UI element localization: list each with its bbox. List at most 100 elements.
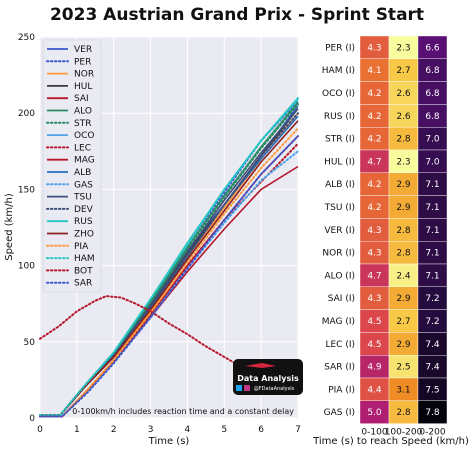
heatmap-cell-value: 2.7 [396,66,410,76]
heatmap-cell-value: 7.0 [425,135,440,145]
legend-frame [42,39,102,293]
badge-title: Data Analysis [237,374,299,383]
heatmap-cell-value: 7.5 [425,385,439,395]
heatmap-cell-value: 4.3 [367,43,381,53]
heatmap-cell-value: 4.3 [367,249,381,259]
heatmap-cell-value: 7.1 [425,203,439,213]
heatmap-row-label: ALO (I) [325,271,355,281]
heatmap-row-label: RUS (I) [324,112,355,122]
heatmap-cell-value: 7.1 [425,249,439,259]
legend-label: NOR [74,70,94,80]
legend-label: MAG [74,156,95,166]
legend-label: GAS [74,180,93,190]
heatmap-cell-value: 2.8 [396,135,411,145]
heatmap-row-label: LEC (I) [325,340,355,350]
heatmap-row-label: HAM (I) [322,66,355,76]
legend-label: ZHO [74,230,94,240]
heatmap-cell-value: 2.4 [396,271,411,281]
heatmap-cell-value: 4.9 [367,363,382,373]
twitter-icon [236,385,242,391]
heatmap-row-label: VER (I) [324,226,355,236]
heatmap-cell-value: 5.0 [367,408,382,418]
heatmap-row-label: ALB (I) [325,180,355,190]
heatmap-cell-value: 6.8 [425,112,440,122]
line-plot-legend: VER PER NOR HUL SAI ALO STR OCO LEC MAG ALB GAS TSU D… [42,39,102,293]
series-line-sar [39,135,299,418]
x-tick-label: 1 [74,425,80,435]
legend-label: PIA [74,242,89,252]
legend-label: ALO [74,107,92,117]
legend-label: HUL [74,82,92,92]
legend-label: PER [74,57,91,67]
heatmap-cell-value: 6.8 [425,66,440,76]
badge-handle: @FDataAnalysis [254,386,295,392]
y-tick-label: 50 [24,338,36,348]
heatmap-cell-value: 2.8 [396,226,411,236]
legend-label: SAI [74,94,89,104]
heatmap-column-label: 100-200 [385,428,423,438]
heatmap-cell-value: 2.9 [396,203,411,213]
x-tick-label: 3 [148,425,154,435]
heatmap-cell-value: 6.6 [425,43,440,53]
heatmap-cell-value: 7.1 [425,180,439,190]
line-y-axis-label: Speed (km/h) [4,193,15,261]
data-analysis-badge: Data Analysis @FDataAnalysis [233,359,303,395]
legend-label: HAM [74,254,95,264]
heatmap-cell-value: 4.2 [367,112,381,122]
heatmap-cell-value: 3.1 [396,385,410,395]
legend-label: RUS [74,217,93,227]
heatmap-row-label: SAR (I) [324,363,355,373]
line-x-axis-label: Time (s) [148,436,190,447]
y-tick-label: 150 [18,185,35,195]
heatmap-cell-value: 7.4 [425,363,440,373]
heatmap-cell-value: 2.7 [396,317,410,327]
heatmap-column-label: 0-100 [361,428,387,438]
heatmap-cell-value: 2.6 [396,112,411,122]
heatmap-row-label: MAG (I) [322,317,355,327]
heatmap-column-label: 0-200 [419,428,445,438]
legend-label: BOT [74,266,93,276]
heatmap-cell-value: 4.4 [367,385,382,395]
heatmap: PER (I) 4.3 2.3 6.6 HAM (I) 4.1 2.7 6.8 OCO (I) 4… [322,35,448,438]
heatmap-x-axis-label: Time (s) to reach Speed (km/h) [312,436,469,447]
heatmap-row-label: PIA (I) [328,385,355,395]
x-tick-label: 7 [295,425,301,435]
heatmap-row-label: SAI (I) [328,294,355,304]
heatmap-cell-value: 2.8 [396,249,411,259]
heatmap-cell-value: 7.8 [425,408,440,418]
x-tick-label: 2 [111,425,117,435]
heatmap-row-label: GAS (I) [324,408,355,418]
y-tick-label: 250 [18,33,35,43]
heatmap-cell-value: 4.2 [367,180,381,190]
chart-title: 2023 Austrian Grand Prix - Sprint Start [50,5,424,25]
legend-label: VER [74,45,92,55]
legend-label: ALB [74,168,91,178]
heatmap-cell-value: 4.1 [367,66,381,76]
heatmap-cell-value: 7.2 [425,317,439,327]
heatmap-cell-value: 7.0 [425,157,440,167]
heatmap-cell-value: 4.7 [367,271,381,281]
heatmap-cell-value: 4.2 [367,203,381,213]
heatmap-cell-value: 2.6 [396,89,411,99]
heatmap-cell-value: 2.3 [396,43,410,53]
heatmap-cell-value: 2.3 [396,157,410,167]
heatmap-cell-value: 4.5 [367,317,381,327]
heatmap-cell [417,400,448,424]
x-tick-label: 5 [221,425,227,435]
series-line-ham [39,97,299,416]
y-tick-label: 100 [18,262,35,272]
heatmap-cell-value: 2.8 [396,408,411,418]
heatmap-cell-value: 4.3 [367,226,381,236]
heatmap-row-label: HUL (I) [324,157,355,167]
heatmap-row-label: OCO (I) [322,89,355,99]
race-car-icon [245,363,276,368]
y-tick-label: 200 [18,109,35,119]
line-plot-annotation: 0-100km/h includes reaction time and a c… [72,407,294,416]
legend-label: STR [74,119,91,129]
legend-label: OCO [74,131,94,141]
heatmap-cell-value: 7.2 [425,294,439,304]
heatmap-row-label: STR (I) [325,135,355,145]
legend-label: DEV [74,205,94,215]
